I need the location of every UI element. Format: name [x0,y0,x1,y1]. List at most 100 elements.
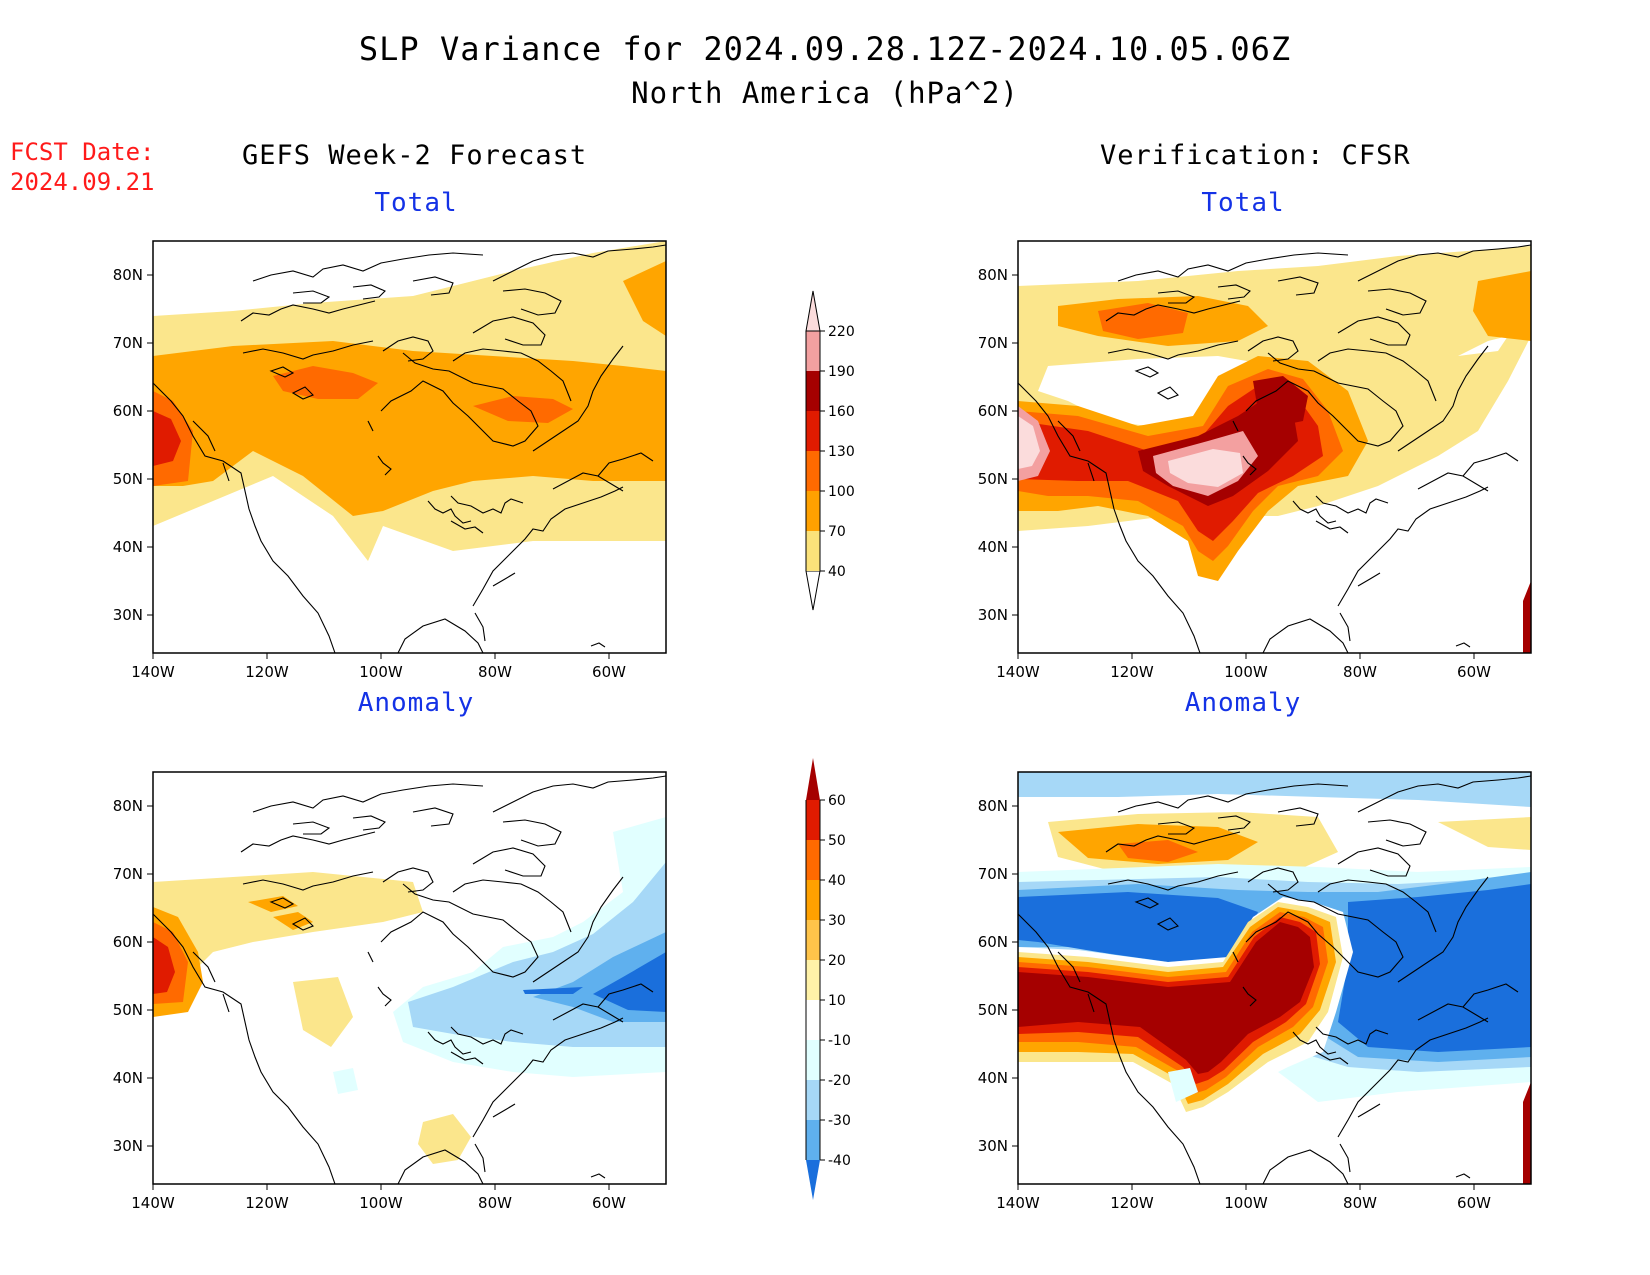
verification-column-title: Verification: CFSR [1100,140,1411,171]
lat-tick-label: 70N [113,334,143,352]
colorbar-segment [806,1080,820,1120]
shaded-region [1168,449,1243,487]
colorbar-segment [806,451,820,491]
verification-total-subtitle: Total [1201,188,1285,218]
lon-tick-label: 120W [245,1194,289,1212]
shaded-region [623,261,666,336]
colorbar-label: 190 [828,364,855,380]
lat-tick-label: 60N [978,933,1008,951]
shaded-region [1438,817,1531,850]
lon-tick-label: 140W [996,1194,1040,1212]
lon-tick-label: 100W [359,1194,403,1212]
colorbar-lower-triangle [806,1160,820,1200]
lat-tick-label: 70N [978,865,1008,883]
shaded-region [293,977,353,1047]
colorbar-label: 50 [828,833,846,849]
colorbar-label: 130 [828,444,855,460]
colorbar-label: 30 [828,913,846,929]
fcst-date-label: FCST Date: [10,138,155,166]
lat-tick-label: 30N [978,1137,1008,1155]
lon-tick-label: 140W [131,663,175,681]
shaded-region [1118,840,1198,862]
colorbar-segment [806,840,820,880]
shaded-region [418,1114,471,1164]
lat-tick-label: 50N [113,470,143,488]
colorbar-upper-triangle [806,758,820,800]
panel-frame [1017,240,1532,654]
forecast-column-title: GEFS Week-2 Forecast [242,140,588,171]
shaded-region [593,952,666,1012]
lon-tick-label: 80W [478,663,512,681]
colorbar-segment [806,491,820,531]
lon-tick-label: 120W [1110,663,1154,681]
map-panel-verification-anomaly: 80N 70N 60N 50N 40N 30N 140W 120W 100W 80W 60W [978,771,1532,1212]
lat-tick-label: 60N [113,402,143,420]
lat-tick-label: 50N [978,1001,1008,1019]
lon-tick-label: 60W [1457,1194,1491,1212]
colorbar-segment [806,800,820,840]
forecast-anomaly-subtitle: Anomaly [357,688,475,718]
lon-tick-label: 60W [592,1194,626,1212]
verification-anomaly-subtitle: Anomaly [1184,688,1302,718]
shaded-region [1018,892,1258,962]
colorbar-label: -20 [828,1073,851,1089]
lat-tick-label: 60N [113,933,143,951]
colorbar-label: 20 [828,953,846,969]
lat-tick-label: 40N [113,1069,143,1087]
map-panel-forecast-anomaly: 80N 70N 60N 50N 40N 30N 140W 120W 100W 80W 60W [113,771,667,1212]
forecast-total-subtitle: Total [374,188,458,218]
total-colorbar: 40 70 100 130 160 190 220 [805,290,855,611]
lat-tick-label: 80N [978,797,1008,815]
lon-tick-label: 100W [359,663,403,681]
map-panels: 80N 70N 60N 50N 40N 30N 140W 120W 100W 80W 60W 80N 7… [113,240,1532,1212]
lat-tick-label: 60N [978,402,1008,420]
lat-tick-label: 40N [978,1069,1008,1087]
map-panel-forecast-total: 80N 70N 60N 50N 40N 30N 140W 120W 100W 80W 60W [113,240,667,681]
colorbar-label: 40 [828,564,846,580]
lat-tick-label: 50N [978,470,1008,488]
colorbar-segment [806,920,820,960]
lon-tick-label: 140W [996,663,1040,681]
lon-tick-label: 100W [1224,663,1268,681]
shaded-region [1523,1082,1531,1184]
lon-tick-label: 140W [131,1194,175,1212]
colorbar-label: 60 [828,793,846,809]
colorbar-label: -10 [828,1033,851,1049]
panel-frame [1017,771,1532,1185]
lat-tick-label: 30N [113,606,143,624]
colorbar-label: 160 [828,404,855,420]
shaded-region [1098,303,1188,339]
lat-tick-label: 50N [113,1001,143,1019]
lon-tick-label: 120W [245,663,289,681]
shaded-region [1338,884,1531,1052]
lon-tick-label: 60W [592,663,626,681]
lon-tick-label: 80W [478,1194,512,1212]
colorbar-label: 40 [828,873,846,889]
colorbar-segment [806,371,820,411]
colorbar-segment [806,531,820,571]
colorbar-segment [806,1000,820,1040]
colorbar-lower-triangle [805,570,821,611]
shaded-region [273,912,313,930]
colorbar-label: 70 [828,524,846,540]
colorbar-label: -30 [828,1113,851,1129]
lon-tick-label: 100W [1224,1194,1268,1212]
lon-tick-label: 120W [1110,1194,1154,1212]
lon-tick-label: 80W [1343,663,1377,681]
colorbar-label: -40 [828,1153,851,1169]
colorbar-segment [806,1040,820,1080]
lat-tick-label: 80N [113,266,143,284]
chart-title: SLP Variance for 2024.09.28.12Z-2024.10.… [358,30,1292,68]
colorbar-upper-triangle [805,290,821,332]
colorbar-segment [806,411,820,451]
colorbar-segment [806,1120,820,1160]
shaded-region [333,1068,358,1094]
colorbar-segment [806,880,820,920]
colorbar-segment [806,331,820,371]
lat-tick-label: 40N [113,538,143,556]
panel-frame [152,771,667,1185]
shaded-region [153,411,181,466]
chart-subtitle: North America (hPa^2) [631,76,1019,110]
lat-tick-label: 30N [978,606,1008,624]
